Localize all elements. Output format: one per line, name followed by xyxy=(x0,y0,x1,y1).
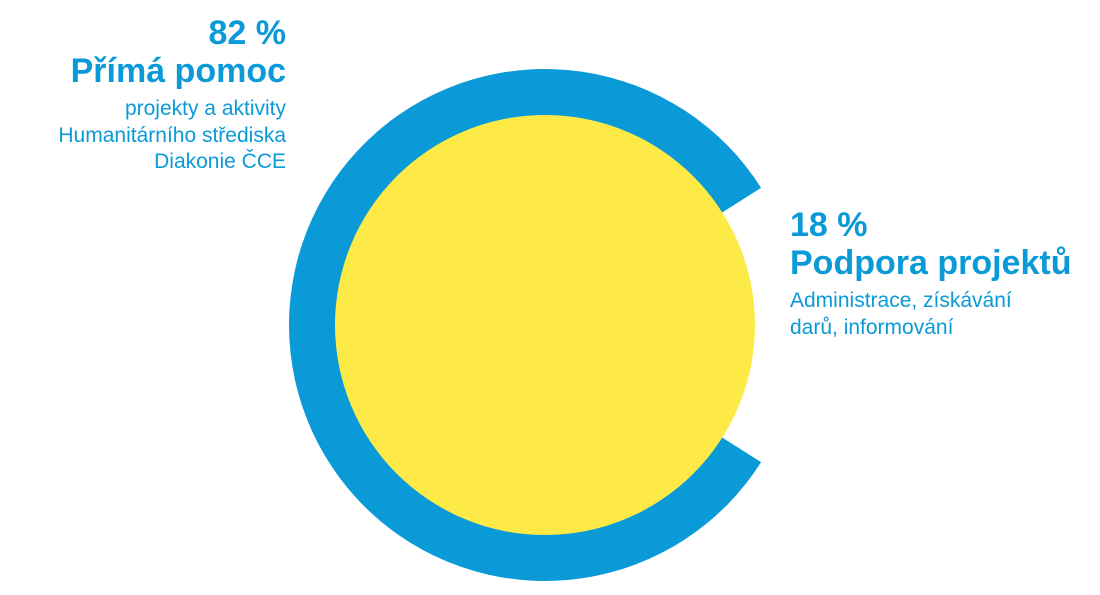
inner-disc xyxy=(335,115,755,535)
percent-label-prima-pomoc: 82 % xyxy=(208,14,287,52)
description-line: Humanitárního střediska xyxy=(58,123,286,147)
description-prima-pomoc: projekty a aktivity Humanitárního středi… xyxy=(58,96,286,176)
title-podpora-projektu: Podpora projektů xyxy=(790,244,1072,283)
description-podpora-projektu: Administrace, získávání darů, informován… xyxy=(790,288,1071,341)
description-line: darů, informování xyxy=(790,315,954,339)
title-prima-pomoc: Přímá pomoc xyxy=(70,52,286,91)
description-line: projekty a aktivity xyxy=(124,97,286,121)
description-line: Administrace, získávání xyxy=(790,289,1012,313)
label-prima-pomoc: 82 % Přímá pomoc projekty a aktivity Hum… xyxy=(58,14,286,176)
percent-label-podpora-projektu: 18 % xyxy=(790,206,868,244)
description-line: Diakonie ČCE xyxy=(154,150,286,174)
label-podpora-projektu: 18 % Podpora projektů Administrace, získ… xyxy=(790,206,1071,341)
